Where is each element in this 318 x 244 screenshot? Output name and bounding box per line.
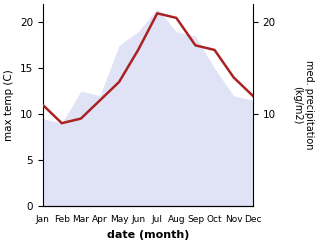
X-axis label: date (month): date (month) (107, 230, 189, 240)
Y-axis label: med. precipitation
(kg/m2): med. precipitation (kg/m2) (292, 60, 314, 150)
Y-axis label: max temp (C): max temp (C) (4, 69, 14, 141)
